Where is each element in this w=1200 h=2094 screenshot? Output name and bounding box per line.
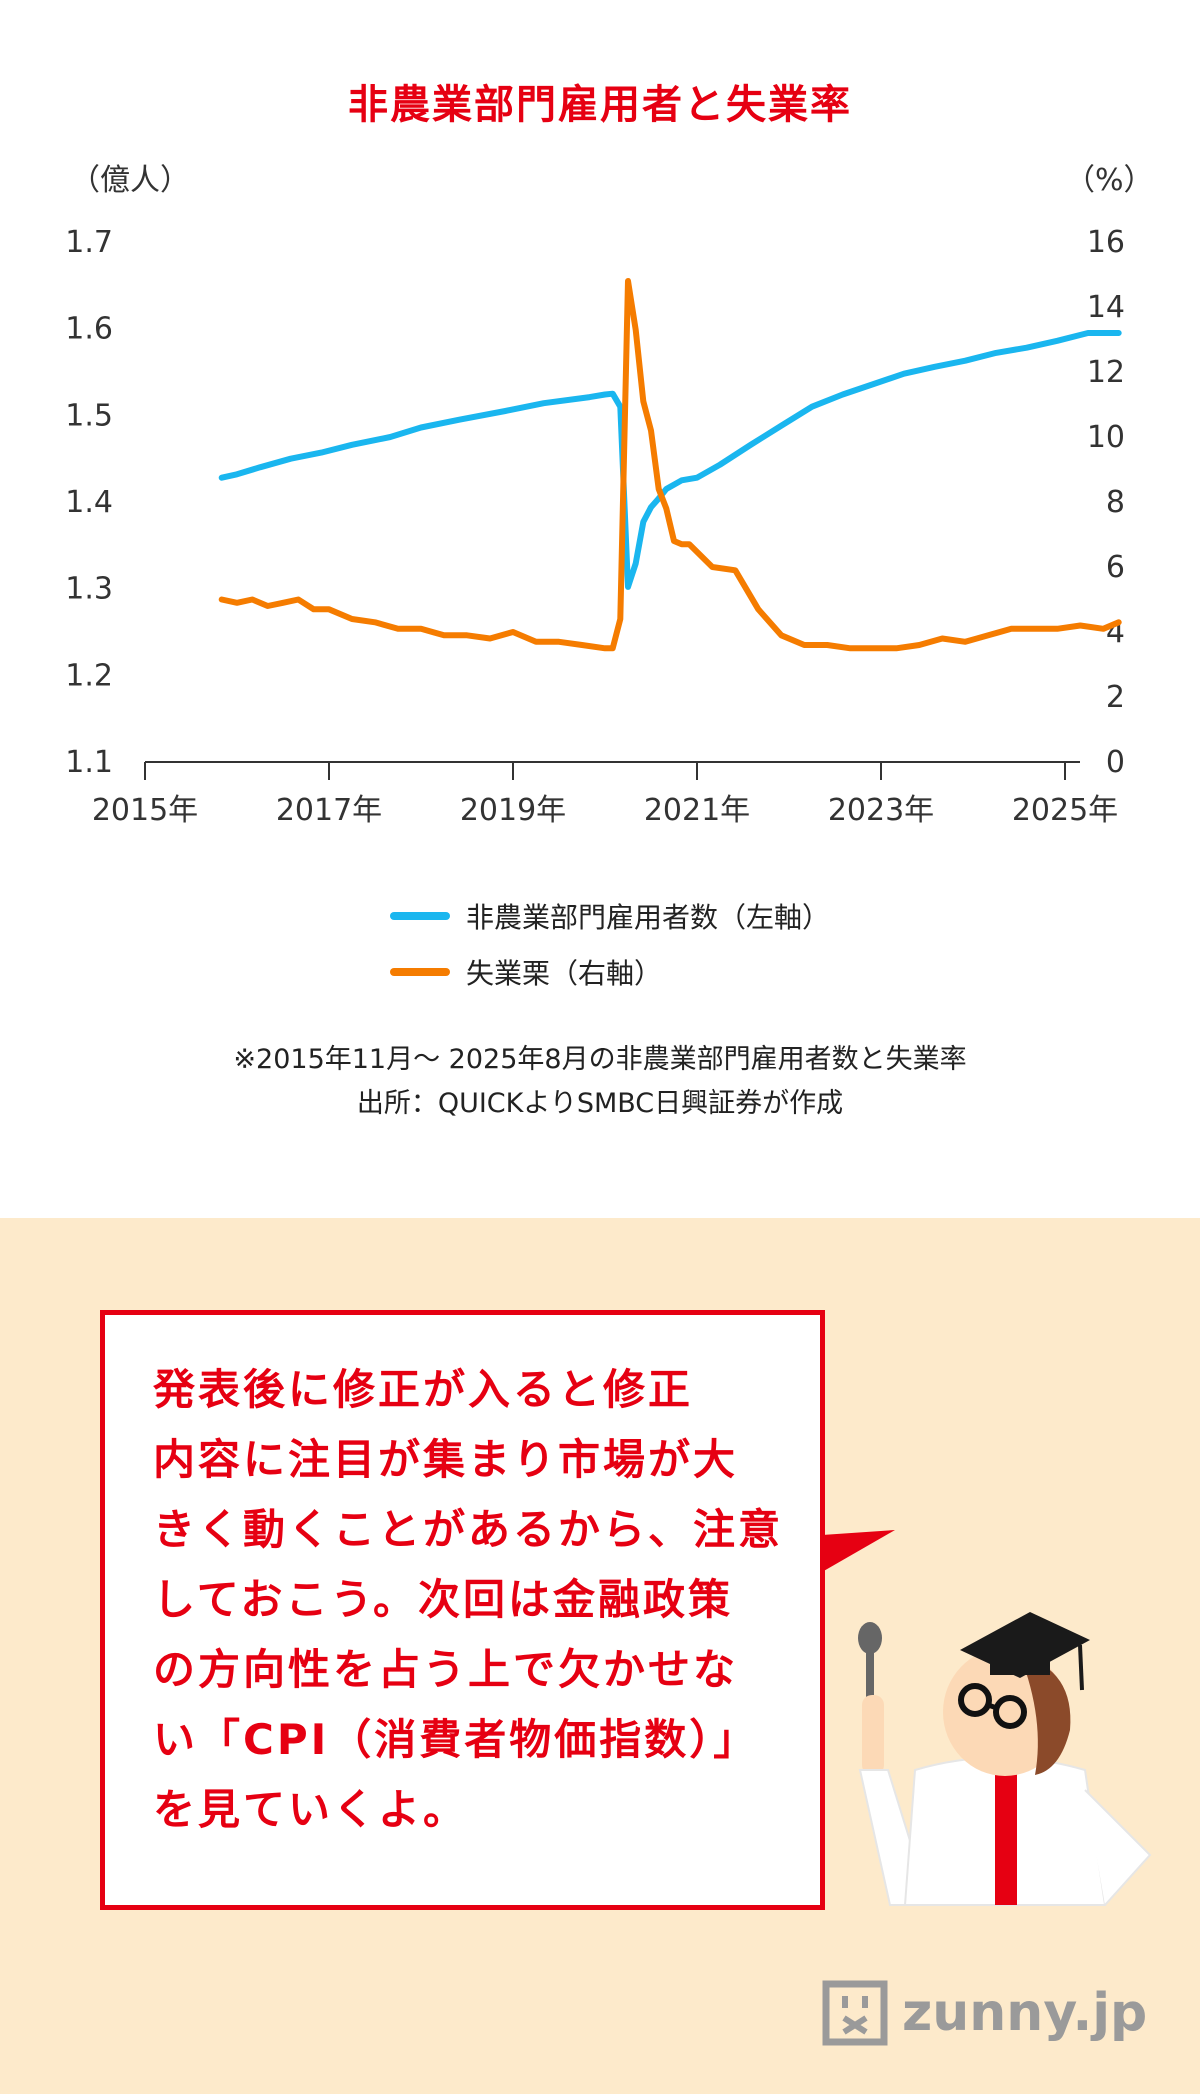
line-chart: 1.7 1.6 1.5 1.4 1.3 1.2 1.1 16 14 12 10 8 6 4 2 0 2015年 2… <box>65 225 1125 828</box>
legend-item-employment: 非農業部門雇用者数（左軸） <box>390 888 830 944</box>
x-axis-tick-label: 2023年 <box>828 793 934 828</box>
x-axis-tick-label: 2025年 <box>1012 793 1118 828</box>
x-axis-tick-label: 2019年 <box>460 793 566 828</box>
right-axis-tick-label: 0 <box>1106 745 1125 780</box>
right-axis-tick-label: 4 <box>1106 615 1125 650</box>
chart-title: 非農業部門雇用者と失業率 <box>348 82 852 128</box>
legend-swatch-unemployment <box>390 968 450 976</box>
speech-text: 発表後に修正が入ると修正 内容に注目が集まり市場が大 きく動くことがあるから、注… <box>153 1355 793 1845</box>
right-axis-tick-label: 14 <box>1087 290 1125 325</box>
x-axis-tick-label: 2015年 <box>92 793 198 828</box>
logo-text: zunny.jp <box>902 1983 1148 2043</box>
chart-source-note: ※2015年11月〜 2025年8月の非農業部門雇用者数と失業率 出所：QUIC… <box>0 1038 1200 1126</box>
right-axis-unit: （%） <box>1065 163 1154 198</box>
legend-label-unemployment: 失業栗（右軸） <box>466 957 663 990</box>
left-axis-tick-label: 1.6 <box>65 312 113 347</box>
legend-swatch-employment <box>390 912 450 920</box>
left-axis-unit: （億人） <box>70 163 190 198</box>
series-line-unemployment <box>218 278 1122 652</box>
right-axis-tick-label: 10 <box>1087 420 1125 455</box>
speech-line: い「CPI（消費者物価指数）」 <box>153 1715 759 1764</box>
speech-line: の方向性を占う上で欠かせな <box>153 1645 739 1694</box>
left-axis-tick-label: 1.3 <box>65 572 113 607</box>
zunny-logo-icon <box>822 1980 888 2046</box>
right-axis-tick-label: 8 <box>1106 485 1125 520</box>
x-axis-tick-label: 2021年 <box>644 793 750 828</box>
left-axis-tick-label: 1.1 <box>65 745 113 780</box>
brand-logo: zunny.jp <box>822 1980 1147 2046</box>
left-axis-tick-label: 1.2 <box>65 658 113 693</box>
legend-item-unemployment: 失業栗（右軸） <box>390 944 830 1000</box>
right-axis-tick-label: 16 <box>1087 225 1125 260</box>
left-axis-tick-label: 1.7 <box>65 225 113 260</box>
x-axis-tick-label: 2017年 <box>276 793 382 828</box>
speech-line: きく動くことがあるから、注意 <box>153 1505 784 1554</box>
right-axis-tick-label: 12 <box>1087 355 1125 390</box>
speech-bubble: 発表後に修正が入ると修正 内容に注目が集まり市場が大 きく動くことがあるから、注… <box>100 1310 825 1910</box>
right-axis-tick-label: 2 <box>1106 680 1125 715</box>
legend-label-employment: 非農業部門雇用者数（左軸） <box>466 901 831 934</box>
left-axis-tick-label: 1.4 <box>65 485 113 520</box>
right-axis-tick-label: 6 <box>1106 550 1125 585</box>
left-axis-tick-label: 1.5 <box>65 398 113 433</box>
chart-legend: 非農業部門雇用者数（左軸） 失業栗（右軸） <box>390 888 830 1000</box>
speech-line: 内容に注目が集まり市場が大 <box>153 1435 739 1484</box>
speech-line: 発表後に修正が入ると修正 <box>153 1365 694 1414</box>
speech-line: しておこう。次回は金融政策 <box>153 1575 733 1624</box>
note-source: 出所：QUICKよりSMBC日興証券が作成 <box>356 1088 844 1119</box>
speech-line: を見ていくよ。 <box>153 1785 469 1834</box>
note-period: ※2015年11月〜 2025年8月の非農業部門雇用者数と失業率 <box>233 1044 967 1075</box>
series-line-employment <box>218 330 1122 590</box>
